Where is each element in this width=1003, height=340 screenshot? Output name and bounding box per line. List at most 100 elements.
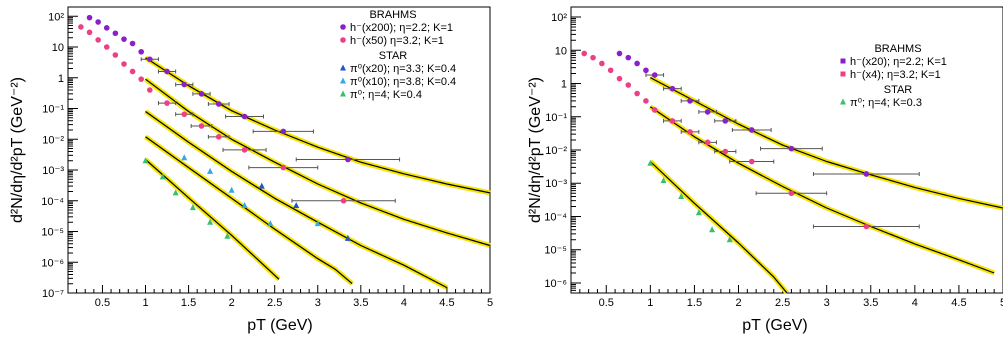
data-point: [616, 75, 623, 82]
uncertainty-band: [648, 104, 996, 276]
legend-marker: [340, 90, 346, 97]
data-point: [207, 167, 214, 174]
x-axis-title: pT (GeV): [742, 317, 808, 334]
data-point: [258, 182, 265, 189]
x-tick-label: 5: [1000, 297, 1003, 309]
fit-curve: [145, 78, 491, 247]
x-tick-label: 5: [487, 297, 493, 309]
data-point: [181, 81, 188, 88]
data-point: [643, 67, 649, 74]
x-tick-label: 2: [735, 297, 741, 309]
data-points: [78, 14, 401, 241]
data-point: [241, 113, 248, 120]
legend-label: h⁻(x50) η=3.2; K=1: [350, 35, 444, 47]
y-axis-title: d²N/dη/d²pT (GeV⁻²): [9, 77, 26, 223]
data-point: [748, 158, 755, 165]
x-tick-label: 2.5: [775, 297, 790, 309]
data-point: [314, 220, 321, 227]
data-point: [748, 127, 755, 133]
y-tick-label: 10: [52, 42, 64, 54]
data-point: [581, 50, 588, 57]
data-point: [198, 91, 205, 97]
legend-marker: [340, 64, 346, 71]
x-tick-label: 3: [315, 297, 321, 309]
x-tick-label: 2.5: [267, 297, 282, 309]
x-tick-label: 0.5: [95, 297, 110, 309]
data-point: [215, 134, 222, 140]
x-tick-label: 1: [142, 297, 148, 309]
fit-curve: [145, 111, 448, 289]
y-tick-label: 10²: [48, 11, 64, 23]
y-tick-label: 10⁻³: [545, 178, 567, 190]
data-point: [198, 123, 205, 129]
series-1: [78, 24, 396, 204]
data-point: [280, 164, 287, 171]
chart-0: 0.5 1 1.5 2 2.5 3 3.5 4 4.5 5 10⁻⁷ 10⁻⁶ 10⁻⁵ 10⁻⁴ 10⁻³…: [9, 6, 493, 334]
data-point: [709, 226, 716, 233]
legend-label: π⁰; η=4; K=0.4: [350, 89, 422, 101]
data-point: [78, 24, 84, 30]
legend-group-title: STAR: [379, 50, 408, 62]
data-point: [112, 52, 119, 58]
series-3: [181, 154, 321, 227]
y-tick-label: 10⁻⁴: [41, 196, 64, 208]
x-tick-label: 1: [647, 297, 653, 309]
data-point: [181, 111, 188, 118]
y-tick-label: 10⁻²: [545, 145, 567, 157]
data-point: [164, 100, 170, 106]
legend-marker: [840, 58, 846, 64]
y-tick-label: 10⁻⁶: [544, 278, 567, 290]
data-point: [704, 139, 711, 146]
series-0: [86, 14, 401, 163]
data-point: [164, 68, 170, 75]
y-axis: 10⁻⁷ 10⁻⁶ 10⁻⁵ 10⁻⁴ 10⁻³ 10⁻² 10⁻¹ 1 10 10²: [41, 6, 78, 300]
data-point: [103, 44, 110, 50]
y-tick-label: 10⁻²: [42, 134, 64, 146]
legend-label: h⁻(x20); η=2.2; K=1: [850, 56, 947, 68]
data-point: [224, 232, 231, 239]
fit-curve: [650, 77, 1003, 209]
legend-group-title: STAR: [884, 84, 913, 96]
data-point: [86, 29, 93, 36]
x-tick-label: 3.5: [353, 297, 368, 309]
x-axis: 0.5 1 1.5 2 2.5 3 3.5 4 4.5 5: [67, 285, 493, 309]
legend-marker: [840, 98, 846, 105]
data-point: [344, 234, 351, 241]
data-point: [616, 50, 623, 57]
data-point: [159, 173, 166, 180]
data-point: [147, 56, 153, 63]
data-point: [590, 54, 596, 61]
data-point: [687, 98, 693, 104]
data-point: [722, 148, 729, 155]
data-point: [228, 186, 235, 193]
series-0: [616, 50, 920, 177]
data-point: [189, 204, 196, 211]
y-tick-label: 10⁻⁷: [42, 288, 64, 300]
y-tick-label: 10²: [551, 12, 567, 24]
data-point: [121, 36, 127, 42]
data-point: [241, 202, 248, 209]
data-point: [634, 90, 640, 97]
y-tick-label: 10⁻⁵: [544, 245, 567, 257]
fit-curve: [145, 136, 353, 285]
data-point: [726, 236, 733, 243]
x-tick-label: 3: [824, 297, 830, 309]
data-point: [293, 202, 300, 209]
x-tick-label: 4: [912, 297, 918, 309]
data-point: [103, 25, 110, 31]
data-point: [138, 76, 145, 82]
series-1: [581, 50, 920, 230]
data-point: [215, 101, 222, 107]
series-2: [258, 182, 351, 241]
legend-marker: [340, 77, 346, 84]
data-point: [722, 118, 729, 124]
y-tick-label: 10⁻¹: [42, 104, 64, 116]
data-point: [695, 209, 702, 216]
data-point: [129, 40, 136, 47]
data-point: [340, 197, 347, 204]
series-4: [142, 157, 231, 239]
plot-frame: [67, 6, 491, 294]
data-point: [651, 107, 658, 113]
